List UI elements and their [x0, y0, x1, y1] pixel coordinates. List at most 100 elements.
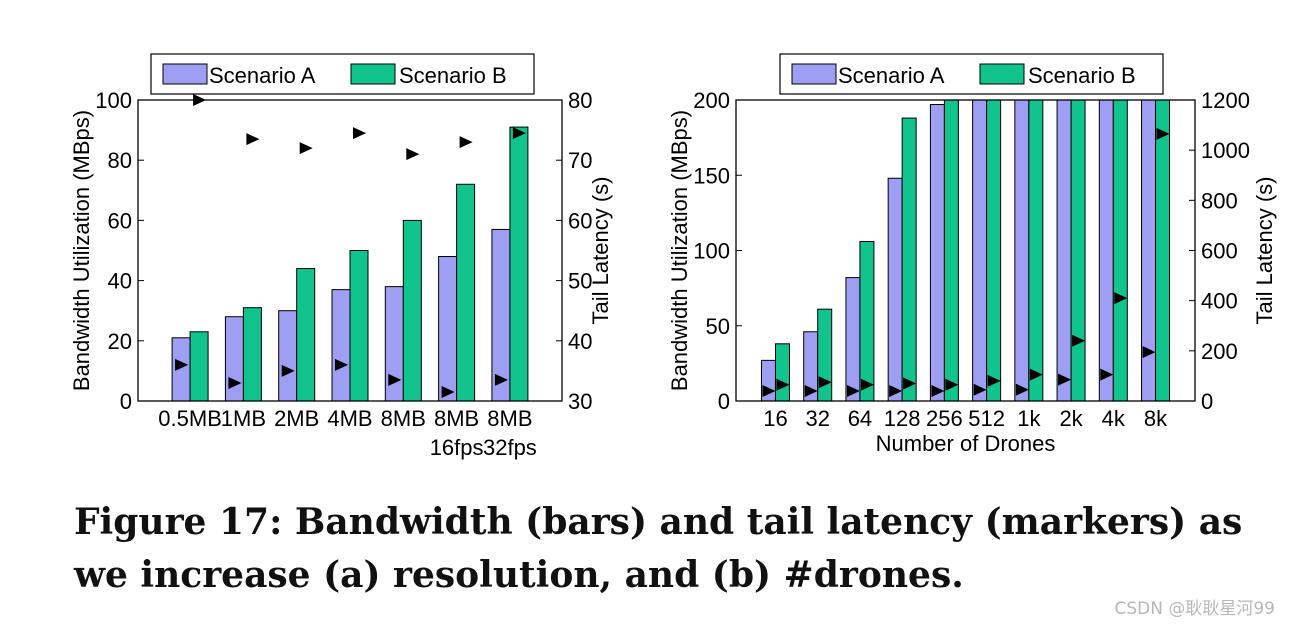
- y2-tick-label-b-2: 400: [1201, 289, 1238, 314]
- latency-marker-a-6: [494, 373, 508, 386]
- x-tick-label-b-7: 2k: [1059, 406, 1083, 431]
- bar-a-scenario-b-0: [189, 331, 209, 402]
- x-tick-label-b-9: 8k: [1144, 406, 1168, 431]
- x-tick-label-a-6-1: 32fps: [483, 435, 537, 460]
- latency-marker-b-18: [1142, 346, 1156, 359]
- latency-marker-b-13: [1029, 368, 1043, 381]
- latency-marker-a-0: [175, 358, 189, 371]
- latency-marker-b-7: [903, 377, 917, 390]
- legend-swatch-a-1: [350, 63, 396, 85]
- latency-marker-b-3: [818, 376, 832, 389]
- y2-axis-title-a: Tail Latency (s): [588, 177, 613, 325]
- legend-swatch-b-0: [791, 63, 837, 85]
- x-tick-label-b-1: 32: [805, 406, 829, 431]
- x-tick-label-a-4: 8MB: [381, 406, 426, 431]
- y-tick-label-a-3: 60: [108, 208, 132, 233]
- y2-tick-label-b-0: 0: [1201, 389, 1213, 414]
- y-tick-label-a-0: 0: [120, 389, 132, 414]
- latency-marker-b-17: [1114, 292, 1128, 305]
- x-tick-label-b-6: 1k: [1017, 406, 1041, 431]
- x-tick-label-b-4: 256: [926, 406, 963, 431]
- legend-a: Scenario A Scenario B: [150, 53, 535, 95]
- bar-b-scenario-b-6: [1028, 99, 1044, 402]
- latency-marker-b-11: [987, 374, 1001, 387]
- legend-swatch-a-0: [162, 63, 208, 85]
- bar-a-scenario-a-1: [224, 316, 244, 402]
- y-tick-label-a-4: 80: [108, 148, 132, 173]
- bar-b-scenario-a-4: [929, 104, 945, 402]
- x-tick-label-a-5-1: 16fps: [430, 435, 484, 460]
- legend-swatch-b-1: [979, 63, 1025, 85]
- latency-marker-a-9: [299, 142, 313, 155]
- bar-b-scenario-b-4: [943, 99, 959, 402]
- latency-marker-b-10: [973, 383, 987, 396]
- y-axis-title-a: Bandwidth Utilization (MBps): [69, 110, 94, 391]
- y-axis-title-b: Bandwidth Utilization (MBps): [667, 110, 692, 391]
- watermark: CSDN @耿耿星河99: [1114, 599, 1275, 619]
- legend-label-b-0: Scenario A: [838, 63, 945, 88]
- latency-marker-a-13: [512, 127, 526, 140]
- bar-a-scenario-b-4: [402, 219, 422, 402]
- x-tick-label-b-0: 16: [763, 406, 787, 431]
- bar-b-scenario-a-8: [1098, 99, 1114, 402]
- x-tick-label-a-1: 1MB: [221, 406, 266, 431]
- x-tick-label-a-3: 4MB: [327, 406, 372, 431]
- y-tick-label-a-1: 20: [108, 329, 132, 354]
- x-tick-label-a-2: 2MB: [274, 406, 319, 431]
- x-tick-label-a-5: 8MB: [434, 406, 479, 431]
- y-tick-label-a-5: 100: [95, 88, 132, 113]
- bar-b-scenario-b-2: [859, 240, 875, 402]
- x-tick-label-b-8: 4k: [1102, 406, 1126, 431]
- bar-b-scenario-b-9: [1155, 99, 1171, 402]
- latency-marker-a-11: [406, 148, 420, 161]
- bar-a-scenario-a-2: [278, 310, 298, 402]
- x-tick-label-a-0: 0.5MB: [158, 406, 222, 431]
- figure-caption: Figure 17: Bandwidth (bars) and tail lat…: [74, 501, 1243, 596]
- y-tick-label-b-2: 100: [693, 239, 730, 264]
- y2-tick-label-a-0: 30: [568, 389, 592, 414]
- bar-b-scenario-a-6: [1014, 99, 1030, 402]
- bar-b-scenario-b-7: [1070, 99, 1086, 402]
- latency-marker-b-5: [860, 378, 874, 391]
- latency-marker-b-15: [1072, 334, 1086, 347]
- latency-marker-b-0: [762, 384, 776, 397]
- bar-a-scenario-a-5: [438, 256, 458, 402]
- bar-b-scenario-a-2: [845, 277, 861, 402]
- latency-marker-b-8: [931, 384, 945, 397]
- y2-axis-title-b: Tail Latency (s): [1252, 177, 1277, 325]
- bar-a-scenario-b-2: [296, 268, 316, 402]
- bar-b-scenario-a-5: [972, 99, 988, 402]
- latency-marker-b-9: [945, 378, 959, 391]
- y2-tick-label-a-2: 50: [568, 269, 592, 294]
- legend-b: Scenario A Scenario B: [779, 53, 1164, 95]
- y-tick-label-b-1: 50: [706, 314, 730, 339]
- latency-marker-b-4: [846, 384, 860, 397]
- bar-a-scenario-a-3: [331, 289, 351, 402]
- x-tick-label-b-3: 128: [884, 406, 921, 431]
- bar-a-scenario-b-3: [349, 250, 369, 402]
- latency-marker-b-16: [1100, 368, 1114, 381]
- latency-marker-b-12: [1015, 383, 1029, 396]
- chart-b: 0 50 100 150 200 0 200 400 600 800 1000 1200 16 32 64 1…: [667, 53, 1277, 456]
- legend-label-b-1: Scenario B: [1028, 63, 1136, 88]
- latency-marker-b-1: [776, 378, 790, 391]
- y-tick-label-b-3: 150: [693, 163, 730, 188]
- bar-a-scenario-b-6: [509, 126, 529, 402]
- legend-box-b: [779, 53, 1164, 95]
- y2-tick-label-a-4: 70: [568, 148, 592, 173]
- latency-marker-b-14: [1058, 373, 1072, 386]
- latency-marker-b-19: [1156, 127, 1170, 140]
- y2-tick-label-b-6: 1200: [1201, 88, 1250, 113]
- latency-marker-a-4: [388, 373, 402, 386]
- latency-marker-a-1: [228, 376, 242, 389]
- legend-box-a: [150, 53, 535, 95]
- latency-marker-a-10: [353, 127, 366, 140]
- y-tick-label-b-4: 200: [693, 88, 730, 113]
- x-tick-label-a-6: 8MB: [487, 406, 532, 431]
- plot-frame-a: [137, 99, 563, 402]
- latency-marker-a-12: [459, 136, 473, 149]
- x-tick-label-b-5: 512: [968, 406, 1005, 431]
- legend-label-a-1: Scenario B: [399, 63, 507, 88]
- bar-a-scenario-a-6: [491, 228, 511, 402]
- y-tick-label-b-0: 0: [718, 389, 730, 414]
